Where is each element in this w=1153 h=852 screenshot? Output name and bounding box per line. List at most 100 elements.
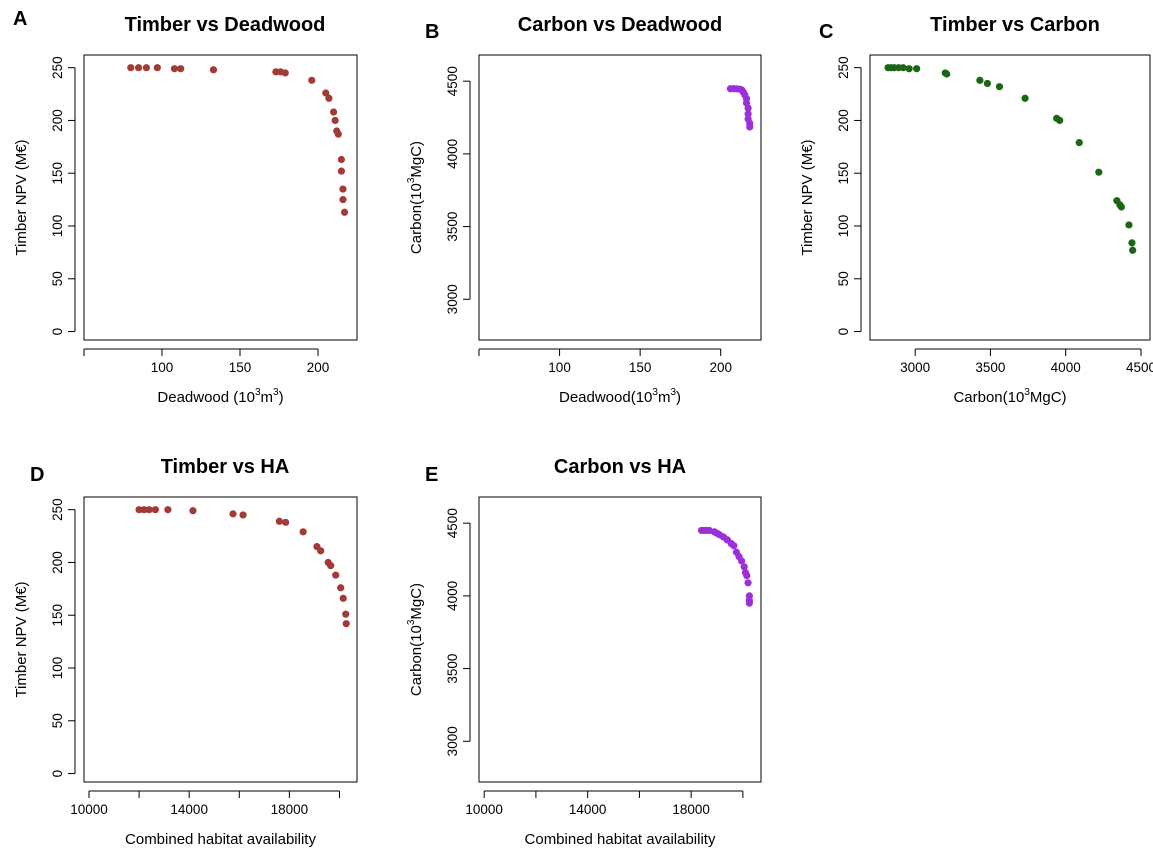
x-axis-label: Deadwood (103m3) bbox=[157, 387, 283, 406]
y-axis-label: Timber NPV (M€) bbox=[13, 139, 30, 255]
data-point bbox=[899, 64, 907, 72]
data-point bbox=[308, 76, 316, 84]
data-point bbox=[325, 94, 333, 102]
data-point bbox=[983, 79, 992, 88]
panel-letter: A bbox=[13, 8, 27, 30]
data-point bbox=[1129, 246, 1137, 254]
y-tick-label: 3000 bbox=[445, 726, 460, 756]
plot-frame bbox=[478, 496, 762, 783]
data-point bbox=[337, 167, 345, 175]
x-axis-label-post: ) bbox=[676, 389, 681, 406]
x-tick-label: 4000 bbox=[1051, 360, 1081, 375]
chart-title: Timber vs Carbon bbox=[930, 14, 1100, 36]
y-axis-label: Carbon(103MgC) bbox=[406, 583, 425, 696]
data-point bbox=[145, 506, 153, 514]
data-point bbox=[189, 507, 197, 515]
x-tick-label: 14000 bbox=[170, 802, 208, 817]
data-point bbox=[330, 108, 338, 116]
data-point bbox=[1095, 168, 1103, 176]
data-point bbox=[153, 64, 161, 72]
x-axis-label: Deadwood(103m3) bbox=[559, 387, 681, 406]
panel-b: B Carbon vs Deadwood 100 150 200 3000 3500 4000… bbox=[406, 14, 762, 406]
plot-frame bbox=[83, 54, 358, 341]
x-axis-label-mid: m bbox=[261, 389, 274, 406]
data-point bbox=[342, 610, 350, 618]
x-axis-label-post: MgC) bbox=[1030, 389, 1067, 406]
y-tick-label: 250 bbox=[836, 56, 851, 79]
data-point bbox=[322, 89, 330, 97]
x-tick-label: 200 bbox=[307, 360, 330, 375]
y-tick-label: 150 bbox=[50, 604, 65, 627]
data-point bbox=[140, 506, 148, 514]
data-point bbox=[209, 66, 218, 74]
y-tick-label: 200 bbox=[50, 551, 65, 574]
y-axis-label-sup1: 3 bbox=[406, 619, 417, 625]
data-point bbox=[905, 65, 913, 73]
data-point bbox=[339, 185, 347, 193]
panel-letter: B bbox=[425, 21, 439, 43]
x-axis-label-pre: Carbon(10 bbox=[953, 389, 1024, 406]
data-point bbox=[337, 155, 345, 164]
panel-d: D Timber vs HA 10000 14000 18000 0 50 100 150 200… bbox=[13, 456, 358, 848]
x-tick-label: 150 bbox=[229, 360, 252, 375]
y-tick-label: 100 bbox=[50, 657, 65, 680]
y-tick-label: 250 bbox=[50, 498, 65, 521]
data-point bbox=[740, 563, 748, 571]
data-point bbox=[1117, 203, 1125, 211]
data-point bbox=[746, 123, 754, 131]
y-tick-label: 150 bbox=[836, 162, 851, 185]
y-tick-label: 200 bbox=[836, 109, 851, 132]
data-point bbox=[1125, 221, 1133, 229]
data-point bbox=[282, 518, 290, 526]
chart-title: Carbon vs Deadwood bbox=[518, 14, 722, 36]
y-tick-label: 50 bbox=[836, 271, 851, 286]
x-tick-label: 100 bbox=[151, 360, 174, 375]
x-axis-label-post: ) bbox=[279, 389, 284, 406]
x-axis-label-pre: Deadwood (10 bbox=[157, 389, 255, 406]
y-tick-label: 0 bbox=[50, 770, 65, 778]
data-point bbox=[334, 130, 342, 138]
data-point bbox=[239, 511, 247, 519]
data-point bbox=[229, 510, 237, 518]
data-point bbox=[1021, 94, 1029, 102]
data-point bbox=[1128, 239, 1136, 247]
y-tick-label: 3500 bbox=[445, 212, 460, 242]
data-point bbox=[337, 584, 345, 592]
x-axis-label-sup2: 3 bbox=[273, 387, 279, 398]
data-point bbox=[151, 506, 159, 514]
y-axis-label: Carbon(103MgC) bbox=[406, 141, 425, 254]
y-tick-label: 250 bbox=[50, 56, 65, 79]
y-tick-label: 100 bbox=[50, 215, 65, 238]
data-point bbox=[332, 571, 340, 579]
data-point bbox=[339, 196, 347, 204]
data-point bbox=[744, 104, 752, 112]
data-point bbox=[170, 65, 179, 73]
y-axis-label-post: MgC) bbox=[408, 141, 425, 178]
data-point bbox=[164, 506, 172, 514]
data-point bbox=[317, 547, 325, 555]
x-tick-label: 4500 bbox=[1126, 360, 1153, 375]
chart-title: Carbon vs HA bbox=[554, 456, 686, 478]
y-tick-label: 100 bbox=[836, 215, 851, 238]
data-point bbox=[135, 64, 143, 72]
y-tick-label: 4500 bbox=[445, 66, 460, 96]
panel-a: A Timber vs Deadwood 100 150 200 0 50 100 150 200… bbox=[13, 8, 358, 406]
y-tick-label: 3500 bbox=[445, 654, 460, 684]
x-tick-label: 18000 bbox=[672, 802, 710, 817]
data-point bbox=[743, 571, 751, 580]
x-tick-label: 3000 bbox=[900, 360, 930, 375]
x-axis-label-sup1: 3 bbox=[652, 387, 658, 398]
x-tick-label: 100 bbox=[548, 360, 571, 375]
x-tick-label: 18000 bbox=[271, 802, 309, 817]
x-axis-label-pre: Combined habitat availability bbox=[125, 831, 316, 848]
y-axis-label-pre: Timber NPV (M€) bbox=[13, 581, 30, 697]
data-point bbox=[745, 599, 753, 607]
data-point bbox=[730, 542, 738, 550]
y-axis-label-pre: Carbon(10 bbox=[408, 183, 425, 254]
y-axis-label-pre: Timber NPV (M€) bbox=[13, 139, 30, 255]
panel-e: E Carbon vs HA 10000 14000 18000 3000 3500 4000… bbox=[406, 456, 762, 848]
data-point bbox=[737, 557, 746, 565]
panel-c: C Timber vs Carbon 3000 3500 4000 4500 0 50 100 1… bbox=[799, 14, 1153, 406]
data-point bbox=[142, 64, 150, 72]
